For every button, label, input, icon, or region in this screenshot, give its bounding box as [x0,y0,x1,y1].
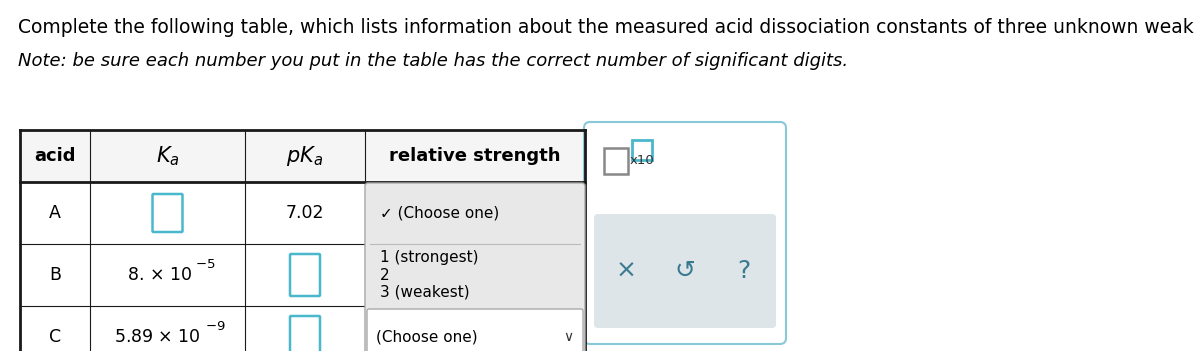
Text: ?: ? [737,259,751,283]
Text: B: B [49,266,61,284]
FancyBboxPatch shape [290,254,320,296]
Text: acid: acid [35,147,76,165]
Text: 8. $\times$ 10: 8. $\times$ 10 [127,266,192,284]
Text: 7.02: 7.02 [286,204,324,222]
Bar [245,130,365,182]
Text: 2: 2 [380,267,390,283]
Bar [90,130,245,182]
Bar [20,306,90,351]
FancyBboxPatch shape [367,309,583,351]
FancyBboxPatch shape [594,214,776,328]
Text: C: C [49,328,61,346]
Bar [245,306,365,351]
Text: Note: be sure each number you put in the table has the correct number of signifi: Note: be sure each number you put in the… [18,52,848,70]
Bar [20,182,90,244]
FancyBboxPatch shape [152,194,182,232]
FancyBboxPatch shape [632,140,652,160]
Text: $K_a$: $K_a$ [156,144,179,168]
Text: relative strength: relative strength [389,147,560,165]
Text: ✓ (Choose one): ✓ (Choose one) [380,205,499,220]
FancyBboxPatch shape [584,122,786,344]
Text: x10: x10 [630,154,655,167]
Bar [365,182,586,244]
Text: ×: × [616,259,636,283]
Text: 3 (weakest): 3 (weakest) [380,285,469,300]
FancyBboxPatch shape [290,316,320,351]
Text: A: A [49,204,61,222]
Bar [20,130,90,182]
Text: $-9$: $-9$ [205,320,226,333]
Bar [90,306,245,351]
FancyBboxPatch shape [604,148,628,174]
Bar [20,244,90,306]
Text: ∨: ∨ [563,330,574,344]
Bar [90,244,245,306]
Bar [90,182,245,244]
Text: $-5$: $-5$ [196,258,216,272]
Text: Complete the following table, which lists information about the measured acid di: Complete the following table, which list… [18,18,1200,37]
FancyBboxPatch shape [365,183,586,351]
Bar [365,306,586,351]
Bar [245,244,365,306]
Text: ↺: ↺ [674,259,696,283]
Bar [365,244,586,306]
Text: p$K_a$: p$K_a$ [287,144,324,168]
Text: 1 (strongest): 1 (strongest) [380,250,479,265]
Bar [245,182,365,244]
Text: (Choose one): (Choose one) [376,330,478,344]
Text: 5.89 $\times$ 10: 5.89 $\times$ 10 [114,328,200,346]
Bar [365,130,586,182]
